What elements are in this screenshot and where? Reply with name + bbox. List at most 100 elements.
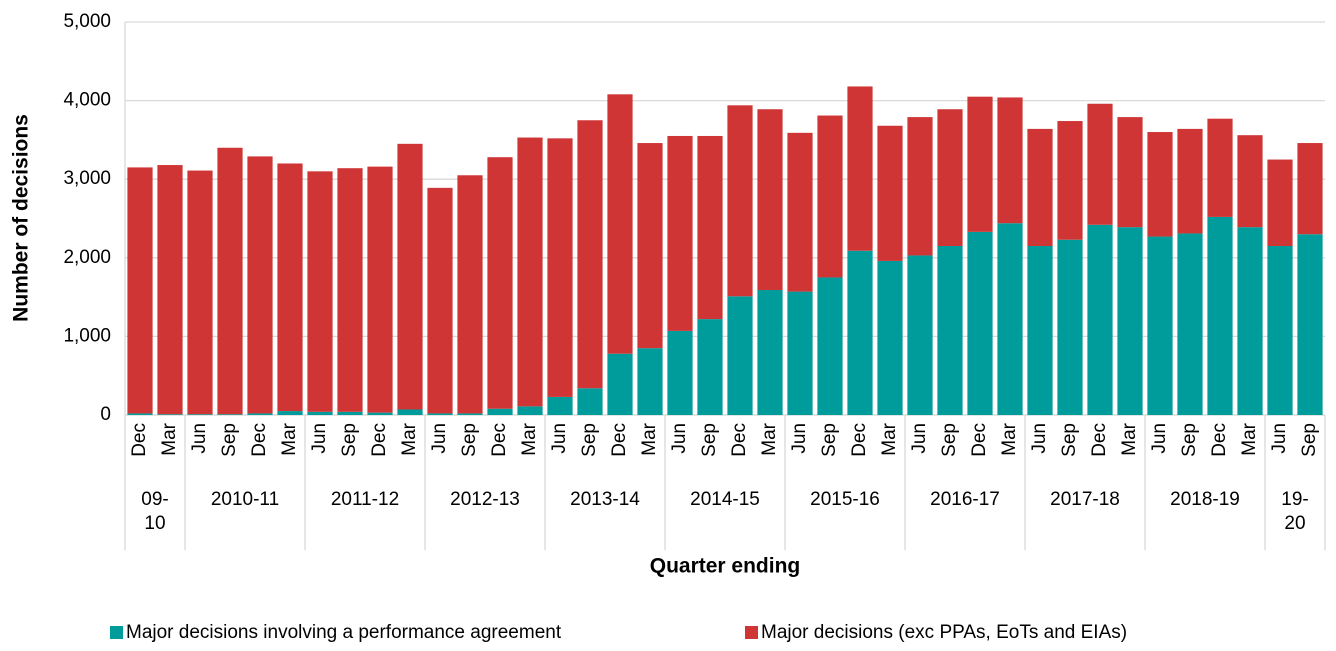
bar-segment <box>697 319 723 415</box>
bar-segment <box>1027 246 1053 415</box>
bar-segment <box>337 411 363 415</box>
bar-segment <box>1117 117 1143 228</box>
group-label: 2015-16 <box>810 489 880 510</box>
legend-label: Major decisions (exc PPAs, EoTs and EIAs… <box>761 622 1127 643</box>
y-tick-label: 1,000 <box>63 325 111 346</box>
bar-segment <box>1057 239 1083 415</box>
x-tick-label: Jun <box>1029 423 1050 454</box>
x-tick-label: Mar <box>1239 422 1260 455</box>
x-tick-label: Jun <box>1149 423 1170 454</box>
x-tick-label: Sep <box>1179 423 1200 457</box>
x-tick-label: Dec <box>369 423 390 457</box>
bar-segment <box>487 408 513 415</box>
bar-segment <box>1267 159 1293 247</box>
bar-segment <box>1207 216 1233 415</box>
bar-segment <box>1237 227 1263 415</box>
bar-segment <box>217 147 243 415</box>
x-tick-label: Jun <box>909 423 930 454</box>
bar-segment <box>1057 121 1083 240</box>
group-label: 2018-19 <box>1170 489 1240 510</box>
x-tick-label: Sep <box>819 423 840 457</box>
bar-segment <box>967 96 993 232</box>
x-axis-label: Quarter ending <box>650 555 801 578</box>
x-tick-label: Mar <box>879 422 900 455</box>
x-tick-label: Sep <box>1059 423 1080 457</box>
x-tick-label: Dec <box>609 423 630 457</box>
x-tick-label: Mar <box>999 422 1020 455</box>
x-tick-label: Dec <box>1089 423 1110 457</box>
bar-segment <box>367 166 393 413</box>
bar-segment <box>1147 132 1173 237</box>
legend-swatch <box>745 626 758 639</box>
bar-segment <box>817 115 843 278</box>
y-tick-label: 0 <box>100 404 111 425</box>
bar-segment <box>397 143 423 410</box>
bar-segment <box>637 348 663 415</box>
x-tick-label: Mar <box>759 422 780 455</box>
x-tick-label: Jun <box>549 423 570 454</box>
group-label: 2013-14 <box>570 489 640 510</box>
bar-segment <box>1147 236 1173 415</box>
y-axis-label: Number of decisions <box>10 114 33 322</box>
x-tick-label: Jun <box>309 423 330 454</box>
bar-segment <box>727 296 753 415</box>
group-label: 2012-13 <box>450 489 520 510</box>
bar-segment <box>697 135 723 320</box>
bar-segment <box>997 97 1023 224</box>
bar-segment <box>277 163 303 412</box>
bar-segment <box>127 413 153 415</box>
bar-segment <box>187 170 213 415</box>
bar-segment <box>757 290 783 415</box>
bar-segment <box>787 291 813 415</box>
legend-label: Major decisions involving a performance … <box>126 622 562 643</box>
y-tick-label: 2,000 <box>63 247 111 268</box>
bar-segment <box>1117 227 1143 415</box>
bar-segment <box>727 105 753 297</box>
bar-segment <box>877 260 903 415</box>
bar-segment <box>1087 224 1113 415</box>
y-tick-label: 5,000 <box>63 11 111 32</box>
bar-segment <box>217 414 243 415</box>
x-tick-label: Dec <box>129 423 150 457</box>
bar-segment <box>1297 143 1323 235</box>
bar-segment <box>1177 233 1203 415</box>
x-tick-label: Jun <box>1269 423 1290 454</box>
bar-segment <box>307 171 333 412</box>
bar-segment <box>157 414 183 415</box>
x-tick-label: Jun <box>789 423 810 454</box>
bar-segment <box>997 223 1023 415</box>
bar-segment <box>847 86 873 251</box>
bar-segment <box>367 412 393 415</box>
x-tick-label: Sep <box>459 423 480 457</box>
bar-segment <box>637 143 663 349</box>
bar-segment <box>547 138 573 397</box>
x-tick-label: Mar <box>639 422 660 455</box>
x-tick-label: Jun <box>669 423 690 454</box>
x-tick-label: Dec <box>489 423 510 457</box>
x-tick-label: Sep <box>699 423 720 457</box>
x-tick-label: Dec <box>249 423 270 457</box>
group-label: 19-20 <box>1281 489 1309 534</box>
bar-segment <box>877 125 903 261</box>
bar-segment <box>577 120 603 389</box>
bar-segment <box>457 175 483 414</box>
x-tick-label: Mar <box>519 422 540 455</box>
x-tick-label: Sep <box>339 423 360 457</box>
bar-segment <box>607 353 633 415</box>
bar-segment <box>517 137 543 407</box>
bar-segment <box>907 255 933 415</box>
bar-segment <box>247 413 273 415</box>
x-tick-label: Jun <box>189 423 210 454</box>
bar-segment <box>757 109 783 291</box>
bar-segment <box>1087 103 1113 225</box>
bar-segment <box>457 413 483 415</box>
bar-segment <box>787 132 813 292</box>
group-label: 2016-17 <box>930 489 1000 510</box>
bar-segment <box>517 406 543 415</box>
bar-segment <box>907 117 933 256</box>
bar-segment <box>427 413 453 415</box>
y-tick-label: 4,000 <box>63 90 111 111</box>
y-tick-label: 3,000 <box>63 168 111 189</box>
